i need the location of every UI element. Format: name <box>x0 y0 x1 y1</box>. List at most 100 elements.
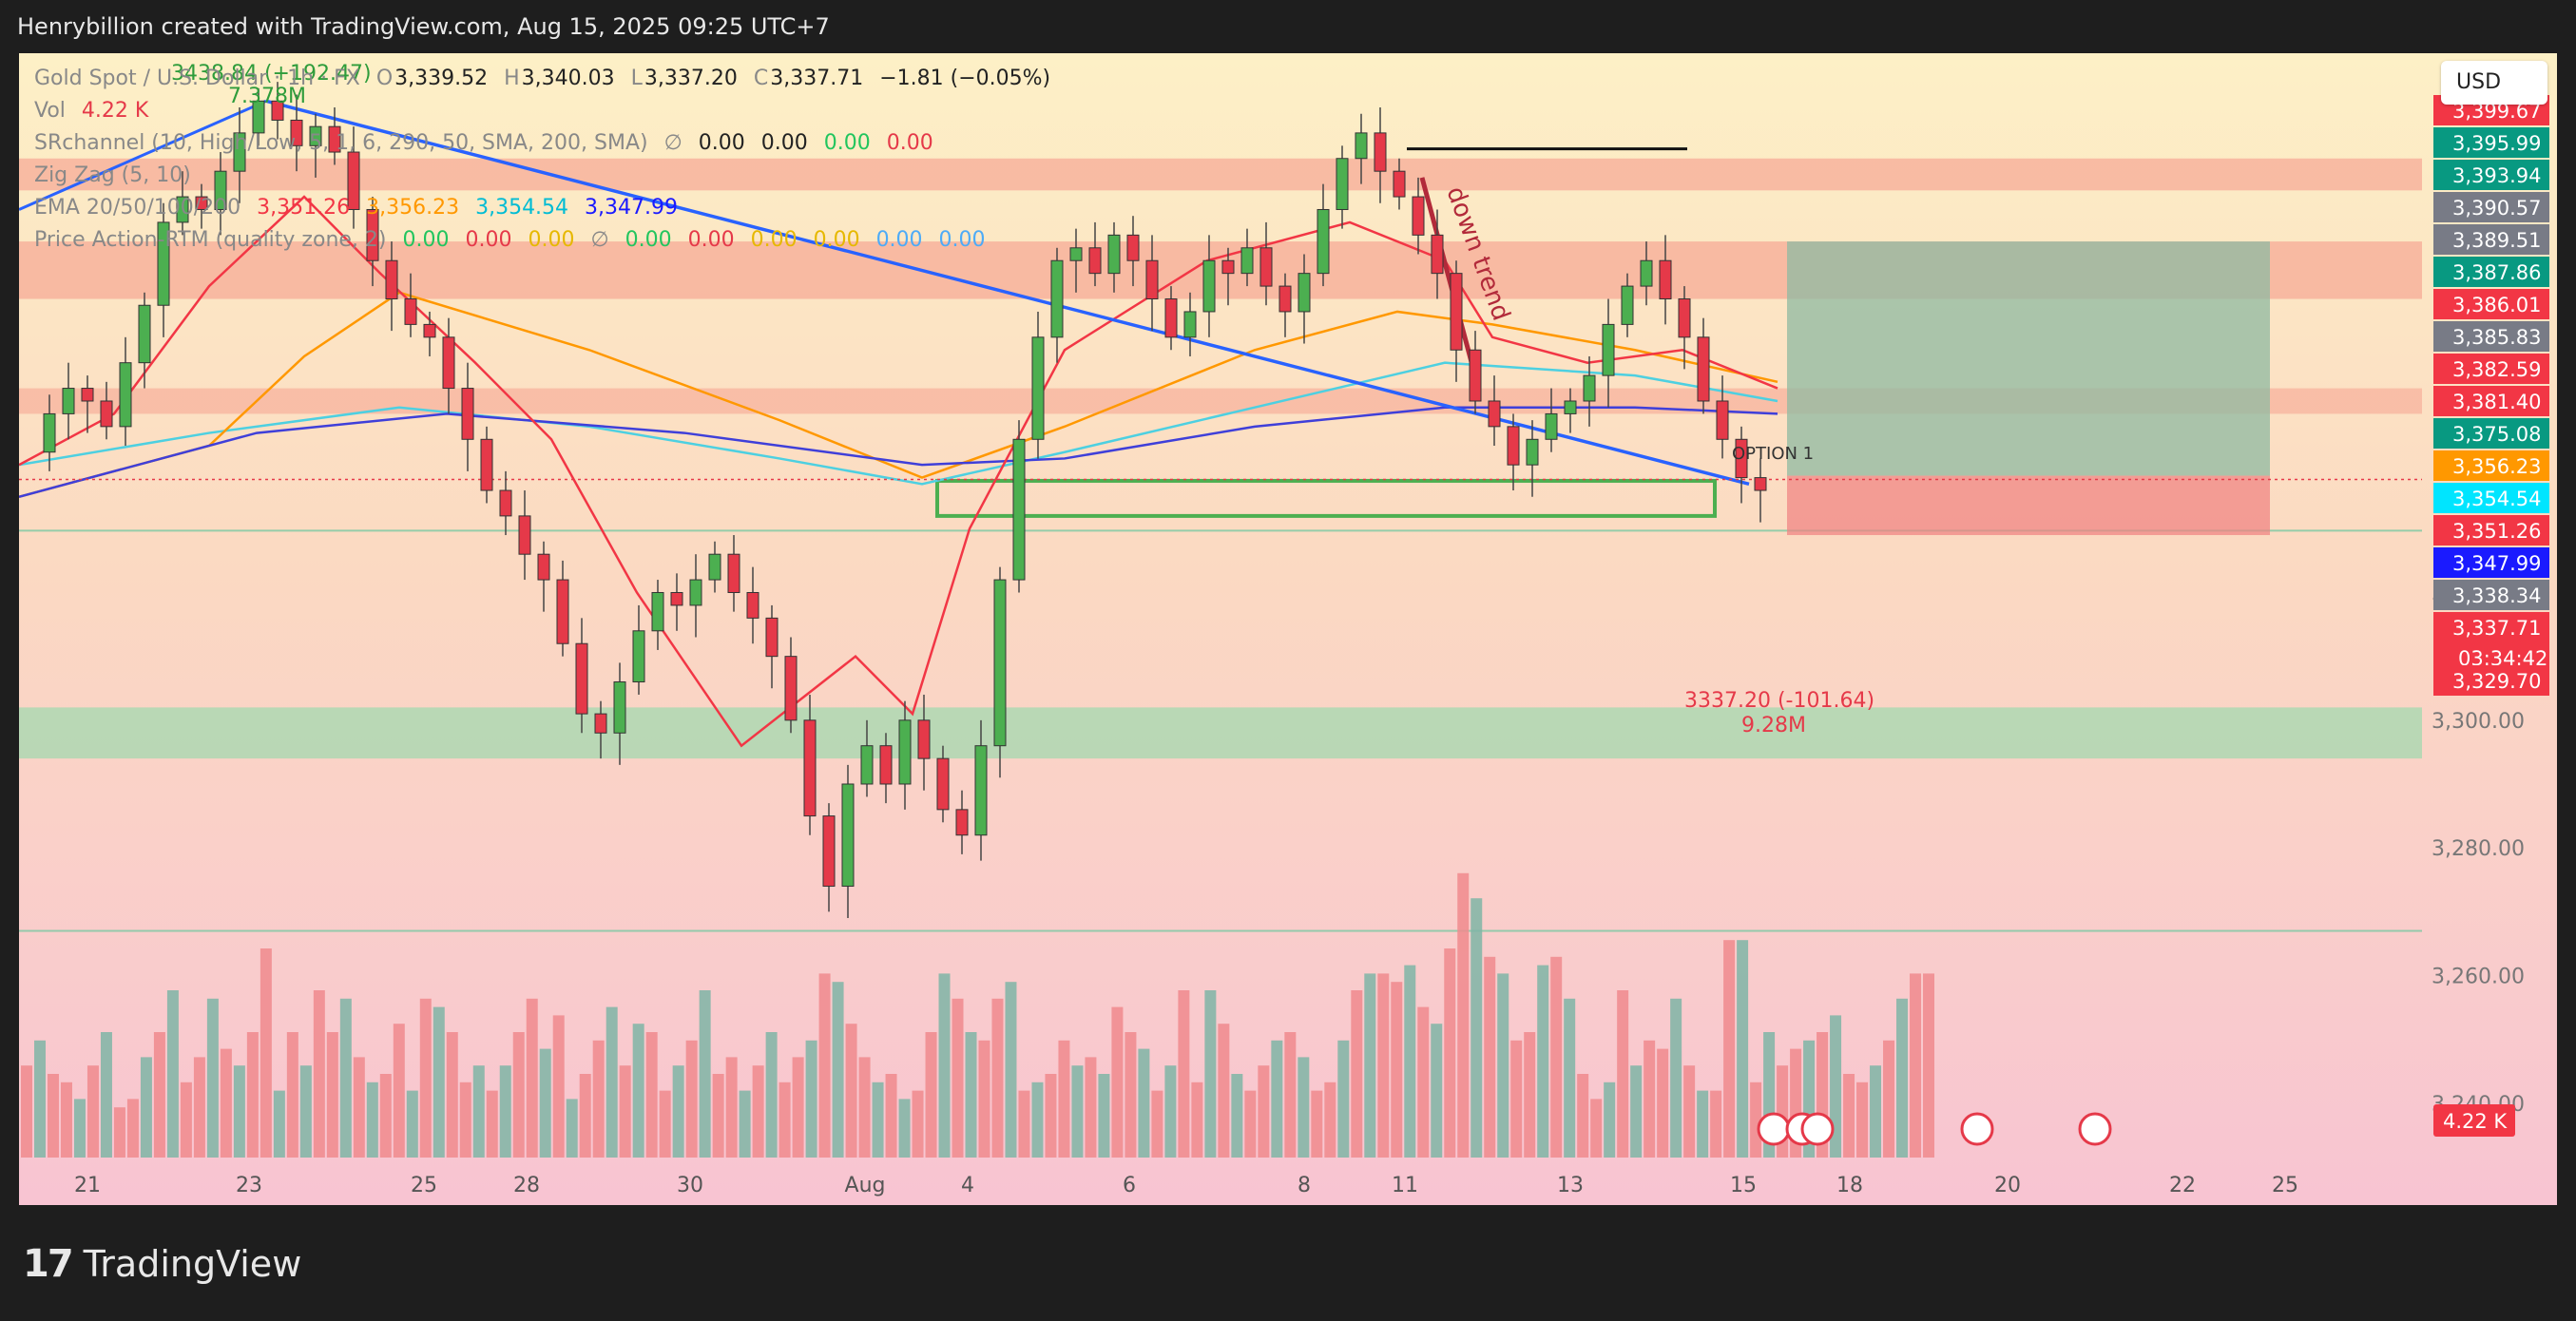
candle <box>461 362 474 471</box>
volume-bar <box>526 998 538 1158</box>
candle <box>81 375 94 433</box>
candle-body <box>309 125 322 146</box>
symbol-name[interactable]: Gold Spot / U.S. Dollar · 1h · FX <box>34 67 360 90</box>
volume-bar <box>33 1040 46 1158</box>
lightning-event-icon <box>1757 1112 1791 1146</box>
volume-bar <box>1018 1090 1030 1158</box>
candle-body <box>860 745 874 785</box>
volume-bar <box>1923 973 1934 1158</box>
volume-bar <box>858 1057 871 1158</box>
candle-body <box>461 388 474 440</box>
candle-body <box>290 119 303 146</box>
price-axis-label: 3,382.59 <box>2433 354 2549 384</box>
candle <box>1107 221 1121 293</box>
x-axis-tick-label: 20 <box>1994 1174 2021 1197</box>
volume-bar <box>672 1065 684 1158</box>
volume-bar <box>1164 1065 1177 1158</box>
ohlc-high: 3,340.03 <box>521 67 615 90</box>
volume-bar <box>339 998 352 1158</box>
volume-bar <box>645 1032 658 1158</box>
legend-ema-row: EMA 20/50/100/200 3,351.26 3,356.23 3,35… <box>34 192 1060 224</box>
candle <box>955 790 969 854</box>
volume-bar <box>1657 1048 1669 1158</box>
ohlc-c-label: C <box>753 67 769 90</box>
volume-bar <box>1351 990 1363 1158</box>
candle-body <box>822 815 836 887</box>
price-axis-label-bg <box>2433 127 2549 158</box>
candle-body <box>176 196 189 223</box>
candle <box>385 241 398 332</box>
volume-bar <box>1723 940 1736 1158</box>
ohlc-o-label: O <box>375 67 394 90</box>
candle-body <box>613 681 626 734</box>
volume-bar <box>1337 1040 1350 1158</box>
candle <box>1126 216 1140 287</box>
srchannel-v0: 0.00 <box>698 131 745 155</box>
vol-label[interactable]: Vol <box>34 99 66 123</box>
price-axis-label: 3,386.01 <box>2433 289 2549 319</box>
candle <box>1374 107 1387 203</box>
candle-body <box>765 617 779 658</box>
candle-body <box>879 745 893 785</box>
volume-bar <box>286 1032 298 1158</box>
candle <box>746 566 759 644</box>
candle <box>898 700 912 810</box>
candle <box>1412 177 1425 255</box>
volume-bar <box>818 973 831 1158</box>
volume-bar <box>1697 1090 1709 1158</box>
price-axis-label-text: 3,382.59 <box>2452 358 2542 381</box>
candle-body <box>993 579 1007 747</box>
x-axis-tick-label: 30 <box>677 1174 703 1197</box>
candle <box>1317 183 1330 287</box>
volume-bar <box>1125 1032 1137 1158</box>
volume-bar <box>912 1090 924 1158</box>
x-axis-tick-label: 22 <box>2169 1174 2196 1197</box>
sr-zone <box>19 707 2422 759</box>
candle-body <box>252 100 265 134</box>
candle-body <box>1526 438 1539 466</box>
candle <box>119 336 132 447</box>
volume-bar <box>1457 872 1470 1158</box>
currency-button[interactable]: USD <box>2441 61 2547 105</box>
candle-body <box>1412 196 1425 236</box>
zigzag-label[interactable]: Zig Zag (5, 10) <box>34 163 191 187</box>
volume-bar <box>1031 1082 1044 1158</box>
candle <box>917 694 931 791</box>
chart-panel[interactable]: down trend 3438.84 (+192.47) 7.378M 3337.20… <box>19 53 2557 1205</box>
candle <box>537 541 550 612</box>
ema200-line <box>19 406 1778 498</box>
candle <box>1145 235 1159 332</box>
volume-bar <box>1484 956 1496 1158</box>
volume-bar <box>1191 1082 1203 1158</box>
volume-bar <box>579 1074 591 1158</box>
candle <box>1545 388 1558 452</box>
pa-v4: 0.00 <box>625 228 672 252</box>
volume-bar <box>220 1048 232 1158</box>
candle-body <box>727 553 740 593</box>
candle-body <box>917 719 931 759</box>
volume-bar <box>1817 1032 1829 1158</box>
ema50-value: 3,356.23 <box>366 196 460 220</box>
price-axis-label-text: 3,395.99 <box>2452 132 2542 155</box>
srchannel-label[interactable]: SRchannel (10, High/Low, 5, 1, 6, 290, 5… <box>34 131 648 155</box>
price-axis-label-text: 3,393.94 <box>2452 164 2542 187</box>
volume-bar <box>260 948 272 1158</box>
candle-body <box>43 412 56 453</box>
pa-label[interactable]: Price Action-RTM (quality zone, 2) <box>34 228 387 252</box>
candle <box>860 719 874 797</box>
volume-bar <box>832 982 844 1158</box>
volume-bar <box>1803 1040 1816 1158</box>
candle-body <box>841 783 855 887</box>
volume-bar <box>739 1090 751 1158</box>
legend-srchannel-row: SRchannel (10, High/Low, 5, 1, 6, 290, 5… <box>34 127 1060 160</box>
x-axis-tick-label: 15 <box>1730 1174 1757 1197</box>
price-axis-label-text: 3,354.54 <box>2452 488 2542 510</box>
volume-bar <box>1311 1090 1323 1158</box>
candle <box>1450 260 1463 382</box>
volume-bar <box>925 1032 937 1158</box>
demand-box <box>935 478 1717 518</box>
price-axis-label-text: 3,389.51 <box>2452 229 2542 252</box>
ema-label[interactable]: EMA 20/50/100/200 <box>34 196 241 220</box>
candle-body <box>138 304 151 364</box>
